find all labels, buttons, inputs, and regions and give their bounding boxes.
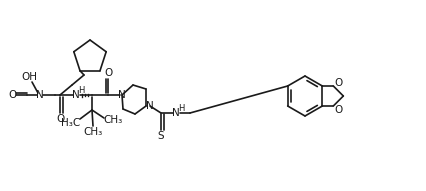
Text: N: N — [172, 108, 180, 118]
Text: CH₃: CH₃ — [83, 127, 103, 137]
Text: S: S — [158, 131, 164, 141]
Text: O: O — [104, 68, 112, 78]
Text: H: H — [178, 104, 184, 112]
Text: O: O — [56, 114, 64, 124]
Text: N: N — [118, 90, 126, 100]
Text: OH: OH — [21, 72, 37, 82]
Text: O: O — [8, 90, 16, 100]
Text: H: H — [78, 86, 84, 95]
Text: CH₃: CH₃ — [104, 115, 123, 125]
Text: N: N — [72, 90, 80, 100]
Text: O: O — [334, 78, 343, 88]
Text: N: N — [36, 90, 44, 100]
Text: H₃C: H₃C — [61, 118, 81, 128]
Text: O: O — [334, 105, 343, 115]
Text: N: N — [146, 101, 154, 111]
